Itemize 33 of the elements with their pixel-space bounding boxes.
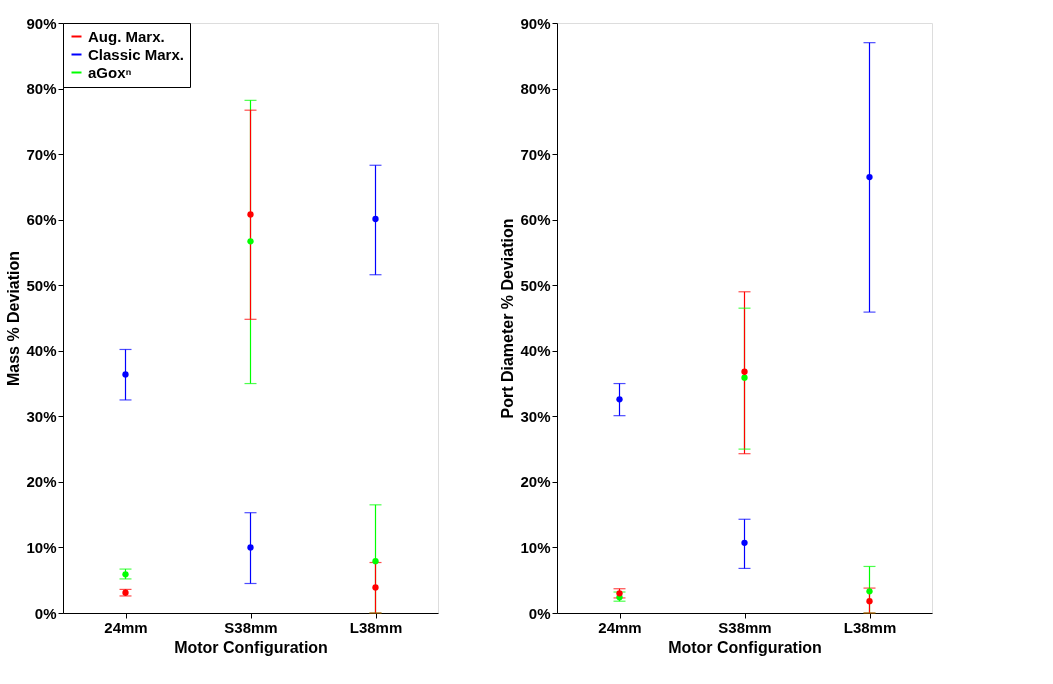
legend-label: aGoxⁿ (88, 63, 132, 81)
x-tick-label: 24mm (104, 618, 148, 636)
y-tick-label: 40% (520, 342, 551, 360)
x-tick-label: S38mm (718, 618, 772, 636)
y-tick-label: 50% (26, 276, 57, 294)
y-tick-label: 60% (26, 211, 57, 229)
y-tick-label: 30% (26, 407, 57, 425)
y-axis-title: Port Diameter % Deviation (499, 218, 517, 419)
y-tick-label: 10% (26, 538, 57, 556)
y-tick-label: 0% (528, 604, 551, 622)
y-tick-label: 70% (26, 145, 57, 163)
x-tick-label: S38mm (224, 618, 278, 636)
y-tick-label: 0% (34, 604, 57, 622)
legend-label: Aug. Marx. (88, 27, 165, 45)
x-tick-label: 24mm (598, 618, 642, 636)
x-axis-title: Motor Configuration (668, 638, 822, 656)
y-tick-label: 40% (26, 342, 57, 360)
x-tick-label: L38mm (843, 618, 897, 636)
y-axis-title: Mass % Deviation (5, 250, 23, 387)
y-tick-label: 30% (520, 407, 551, 425)
y-tick-label: 60% (520, 211, 551, 229)
legend-label: Classic Marx. (88, 45, 184, 63)
y-tick-label: 80% (26, 80, 57, 98)
y-tick-label: 90% (520, 14, 551, 32)
y-tick-label: 80% (520, 80, 551, 98)
y-tick-label: 10% (520, 538, 551, 556)
y-tick-label: 70% (520, 145, 551, 163)
y-tick-label: 50% (520, 276, 551, 294)
y-tick-label: 20% (520, 473, 551, 491)
x-tick-label: L38mm (349, 618, 403, 636)
y-tick-label: 90% (26, 14, 57, 32)
x-axis-title: Motor Configuration (174, 638, 328, 656)
y-tick-label: 20% (26, 473, 57, 491)
